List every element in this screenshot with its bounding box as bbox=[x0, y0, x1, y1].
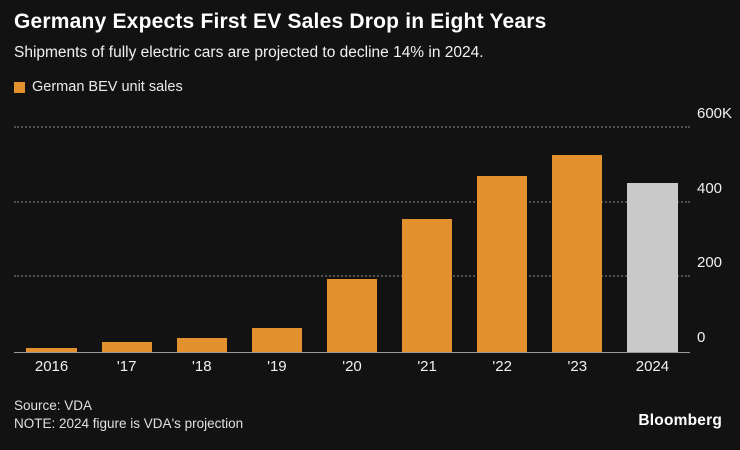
bar-'20 bbox=[326, 279, 378, 352]
bar-slot-'20 bbox=[314, 128, 389, 352]
bar-slot-'17 bbox=[89, 128, 164, 352]
note-text: NOTE: 2024 figure is VDA's projection bbox=[14, 416, 244, 431]
x-tick-label-'19: '19 bbox=[267, 358, 287, 375]
x-tick-label-'22: '22 bbox=[492, 358, 512, 375]
bar-slot-2024 bbox=[615, 128, 690, 352]
x-tick-label-'17: '17 bbox=[116, 358, 137, 375]
legend-label: German BEV unit sales bbox=[32, 79, 183, 95]
legend-swatch-icon bbox=[14, 81, 25, 93]
bar-'17 bbox=[101, 341, 152, 352]
bloomberg-logo: Bloomberg bbox=[638, 412, 722, 429]
chart-title: Germany Expects First EV Sales Drop in E… bbox=[14, 10, 547, 33]
x-tick-label-2016: 2016 bbox=[34, 358, 69, 375]
x-tick-label-'20: '20 bbox=[342, 358, 362, 375]
x-tick-label-'21: '21 bbox=[417, 358, 437, 375]
bar-slot-'19 bbox=[239, 128, 314, 352]
plot-area bbox=[14, 126, 690, 353]
bar-'21 bbox=[401, 219, 453, 352]
bar-'22 bbox=[477, 175, 528, 352]
y-tick-label-200: 200 bbox=[697, 254, 723, 272]
bar-slot-2016 bbox=[14, 128, 89, 352]
bar-slot-'21 bbox=[390, 128, 465, 352]
x-tick-label-'23: '23 bbox=[567, 358, 588, 375]
bar-'18 bbox=[176, 337, 227, 352]
chart-subtitle: Shipments of fully electric cars are pro… bbox=[14, 44, 484, 61]
bar-'19 bbox=[251, 327, 303, 352]
bar-2016 bbox=[26, 347, 77, 352]
gridlines bbox=[14, 126, 690, 352]
y-tick-label-600K: 600K bbox=[697, 105, 733, 122]
x-tick-label-'18: '18 bbox=[191, 358, 212, 375]
gridline-200 bbox=[14, 275, 690, 278]
legend: German BEV unit sales bbox=[14, 79, 183, 95]
source-text: Source: VDA bbox=[14, 398, 93, 413]
bar-2024 bbox=[627, 183, 678, 352]
y-tick-label-400: 400 bbox=[697, 179, 723, 197]
bar-slot-'23 bbox=[540, 128, 615, 352]
gridline-600 bbox=[14, 126, 690, 128]
bars bbox=[14, 128, 690, 352]
bar-slot-'22 bbox=[465, 128, 540, 352]
y-axis-labels: 0 200 400 600K bbox=[697, 105, 740, 352]
bar-'23 bbox=[552, 154, 603, 352]
bar-slot-'18 bbox=[164, 128, 239, 352]
x-tick-label-2024: 2024 bbox=[635, 358, 670, 375]
gridline-400 bbox=[14, 200, 690, 203]
x-axis-labels: 2016 '17 '18 '19 '20 '21 '22 '23 2024 bbox=[14, 358, 690, 375]
y-tick-label-0: 0 bbox=[697, 329, 706, 346]
